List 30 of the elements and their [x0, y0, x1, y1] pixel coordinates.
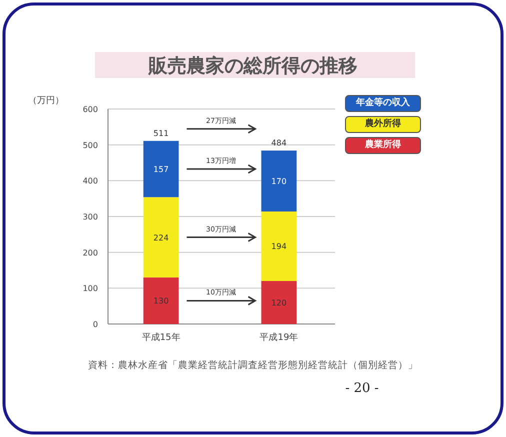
- data-label: 224: [153, 233, 169, 242]
- bar: [261, 281, 297, 324]
- bar: [261, 211, 297, 281]
- chart-title: 販売農家の総所得の推移: [148, 55, 358, 77]
- bar: [143, 197, 179, 278]
- y-tick-label: 300: [82, 212, 98, 222]
- y-axis-title: （万円）: [28, 96, 64, 106]
- bar: [143, 277, 179, 324]
- x-tick-label: 平成15年: [142, 332, 180, 343]
- y-tick-label: 500: [82, 140, 98, 150]
- bar: [143, 140, 179, 198]
- total-label: 484: [271, 138, 287, 148]
- bar: [261, 150, 297, 212]
- y-tick-label: 200: [82, 248, 98, 258]
- text: 年金等の収入: [345, 95, 421, 112]
- data-label: 170: [271, 177, 287, 186]
- y-tick-label: 100: [82, 284, 98, 294]
- text: 農外所得: [345, 116, 421, 133]
- data-label: 130: [153, 296, 169, 306]
- total-label: 511: [153, 128, 169, 138]
- y-tick-label: 400: [82, 176, 98, 186]
- x-tick-label: 平成19年: [260, 332, 298, 343]
- text: 農業所得: [345, 137, 421, 154]
- data-label: 157: [153, 165, 169, 174]
- data-label: 194: [271, 242, 287, 252]
- text: - 20 -: [345, 381, 379, 396]
- text: 資料：農林水産省「農業経営統計調査経営形態別経営統計（個別経営）」: [88, 359, 418, 371]
- y-tick-label: 600: [82, 105, 98, 114]
- y-tick-label: 0: [92, 320, 98, 329]
- data-label: 120: [271, 298, 287, 308]
